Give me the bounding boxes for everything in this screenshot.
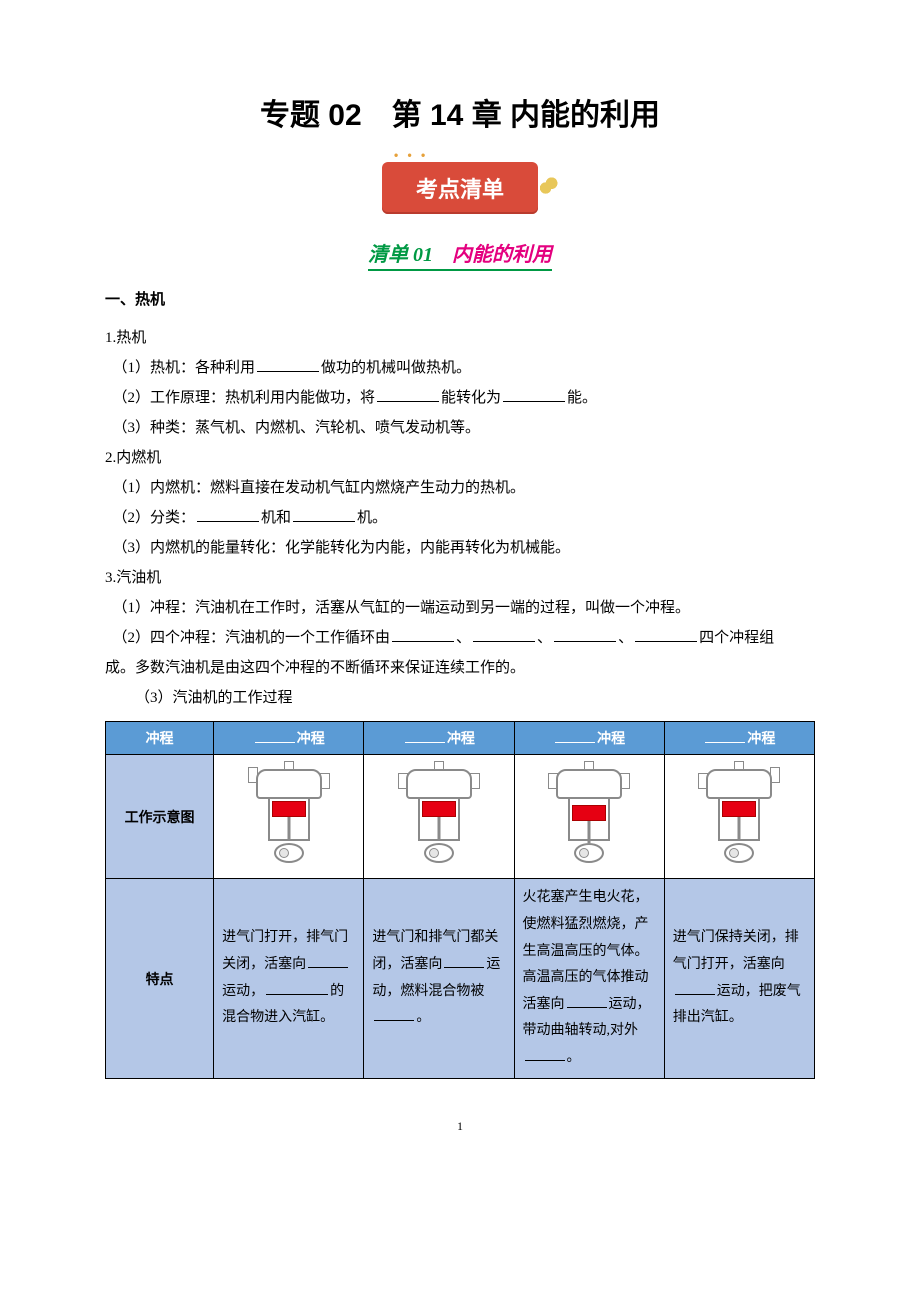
page-title: 专题 02 第 14 章 内能的利用 [105, 90, 815, 134]
para-1-3: （3）种类：蒸气机、内燃机、汽轮机、喷气发动机等。 [105, 413, 815, 443]
th-stroke-3: 冲程 [514, 722, 664, 755]
th-stroke-2: 冲程 [364, 722, 514, 755]
blank [257, 358, 319, 372]
section-heading-1: 一、热机 [105, 285, 815, 315]
blank [473, 628, 535, 642]
row-diagram-head: 工作示意图 [106, 755, 214, 879]
para-2-1: （1）内燃机：燃料直接在发动机气缸内燃烧产生动力的热机。 [105, 473, 815, 503]
feat-intake: 进气门打开，排气门关闭，活塞向运动，的混合物进入汽缸。 [214, 879, 364, 1079]
blank [377, 388, 439, 402]
th-stroke-4: 冲程 [664, 722, 814, 755]
th-stroke-1: 冲程 [214, 722, 364, 755]
para-2-2: （2）分类：机和机。 [105, 503, 815, 533]
feat-compress: 进气门和排气门都关闭，活塞向运动，燃料混合物被。 [364, 879, 514, 1079]
subtitle-name: 内能的利用 [452, 244, 552, 266]
blank [392, 628, 454, 642]
para-3-2: （2）四个冲程：汽油机的一个工作循环由、、、四个冲程组 [105, 623, 815, 653]
subtitle-index: 清单 01 [368, 244, 433, 266]
th-label: 冲程 [106, 722, 214, 755]
blank [503, 388, 565, 402]
para-1-1: （1）热机：各种利用做功的机械叫做热机。 [105, 353, 815, 383]
blank [635, 628, 697, 642]
page-number: 1 [105, 1119, 815, 1134]
diagram-intake [214, 755, 364, 879]
para-3-1: （1）冲程：汽油机在工作时，活塞从气缸的一端运动到另一端的过程，叫做一个冲程。 [105, 593, 815, 623]
feat-exhaust: 进气门保持关闭，排气门打开，活塞向运动，把废气排出汽缸。 [664, 879, 814, 1079]
para-3-3: （3）汽油机的工作过程 [105, 683, 815, 713]
blank [293, 508, 355, 522]
blank [554, 628, 616, 642]
banner: 考点清单 [382, 162, 538, 214]
para-3-2-cont: 成。多数汽油机是由这四个冲程的不断循环来保证连续工作的。 [105, 653, 815, 683]
para-1-2: （2）工作原理：热机利用内能做功，将能转化为能。 [105, 383, 815, 413]
feat-power: 火花塞产生电火花，使燃料猛烈燃烧，产生高温高压的气体。高温高压的气体推动活塞向运… [514, 879, 664, 1079]
diagram-exhaust [664, 755, 814, 879]
stroke-table: 冲程 冲程 冲程 冲程 冲程 工作示意图 [105, 721, 815, 1079]
diagram-compress [364, 755, 514, 879]
para-2: 2.内燃机 [105, 443, 815, 473]
para-1: 1.热机 [105, 323, 815, 353]
subtitle: 清单 01 内能的利用 [105, 238, 815, 271]
para-2-3: （3）内燃机的能量转化：化学能转化为内能，内能再转化为机械能。 [105, 533, 815, 563]
banner-wrap: 考点清单 [105, 162, 815, 214]
para-3: 3.汽油机 [105, 563, 815, 593]
row-feature-head: 特点 [106, 879, 214, 1079]
diagram-power [514, 755, 664, 879]
blank [197, 508, 259, 522]
